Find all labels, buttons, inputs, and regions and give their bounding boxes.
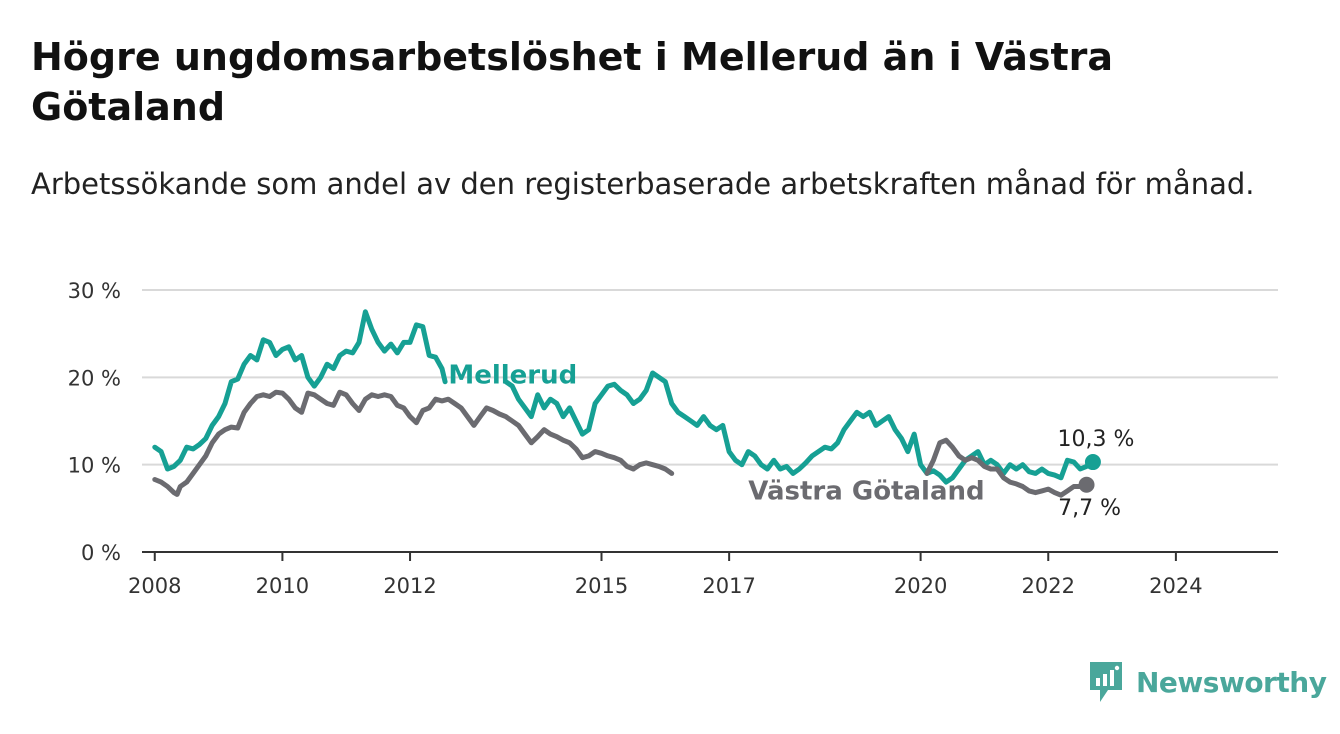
x-tick-label: 2017	[702, 574, 755, 598]
series-lines	[152, 309, 1101, 498]
series-end-label: 7,7 %	[1058, 496, 1121, 521]
y-tick-label: 0 %	[81, 541, 121, 565]
newsworthy-brand: Newsworthy	[1088, 660, 1327, 704]
x-tick-label: 2015	[575, 574, 628, 598]
x-tick-label: 2022	[1022, 574, 1075, 598]
series-end-point	[1084, 454, 1101, 471]
x-tick-label: 2008	[128, 574, 181, 598]
x-tick-label: 2020	[894, 574, 947, 598]
series-end-label: 10,3 %	[1057, 427, 1134, 452]
series-line-mellerud	[152, 309, 1096, 485]
newsworthy-chart-logo-icon	[1090, 662, 1122, 702]
y-tick-label: 30 %	[68, 279, 121, 303]
chart-subtitle: Arbetssökande som andel av den registerb…	[31, 167, 1255, 201]
series-labels: 10,3 % 7,7 % Mellerud Västra Götaland	[448, 360, 1134, 520]
brand-name: Newsworthy	[1136, 665, 1327, 699]
chart-title: Högre ungdomsarbetslöshet i Mellerud än …	[31, 35, 1113, 129]
x-tick-label: 2012	[383, 574, 436, 598]
series-end-point	[1078, 476, 1095, 493]
x-axis-ticks: 2008 2010 2012 2015 2017 2020 2022 2024	[128, 552, 1203, 598]
x-tick-label: 2024	[1149, 574, 1202, 598]
series-name-label: Mellerud	[448, 360, 577, 390]
y-tick-label: 20 %	[68, 366, 121, 390]
series-name-label: Västra Götaland	[748, 477, 984, 507]
x-tick-label: 2010	[256, 574, 309, 598]
y-axis-ticks: 0 % 10 % 20 % 30 %	[68, 279, 121, 565]
series-line-vastra-gotaland	[152, 389, 1089, 498]
y-tick-label: 10 %	[68, 454, 121, 478]
